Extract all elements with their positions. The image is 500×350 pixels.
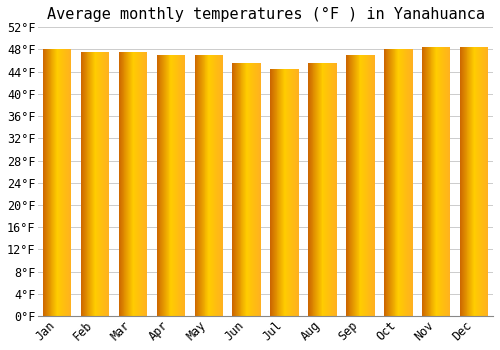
Title: Average monthly temperatures (°F ) in Yanahuanca: Average monthly temperatures (°F ) in Ya… (46, 7, 484, 22)
